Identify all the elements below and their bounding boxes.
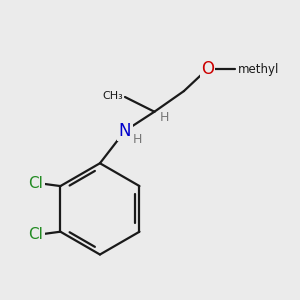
- Text: CH₃: CH₃: [103, 91, 124, 100]
- Text: methyl: methyl: [238, 62, 280, 76]
- Text: Cl: Cl: [28, 227, 44, 242]
- Text: Cl: Cl: [28, 176, 44, 190]
- Text: N: N: [119, 122, 131, 140]
- Text: methyl: methyl: [237, 62, 280, 76]
- Text: O: O: [201, 60, 214, 78]
- Text: H: H: [160, 110, 169, 124]
- Text: H: H: [133, 133, 142, 146]
